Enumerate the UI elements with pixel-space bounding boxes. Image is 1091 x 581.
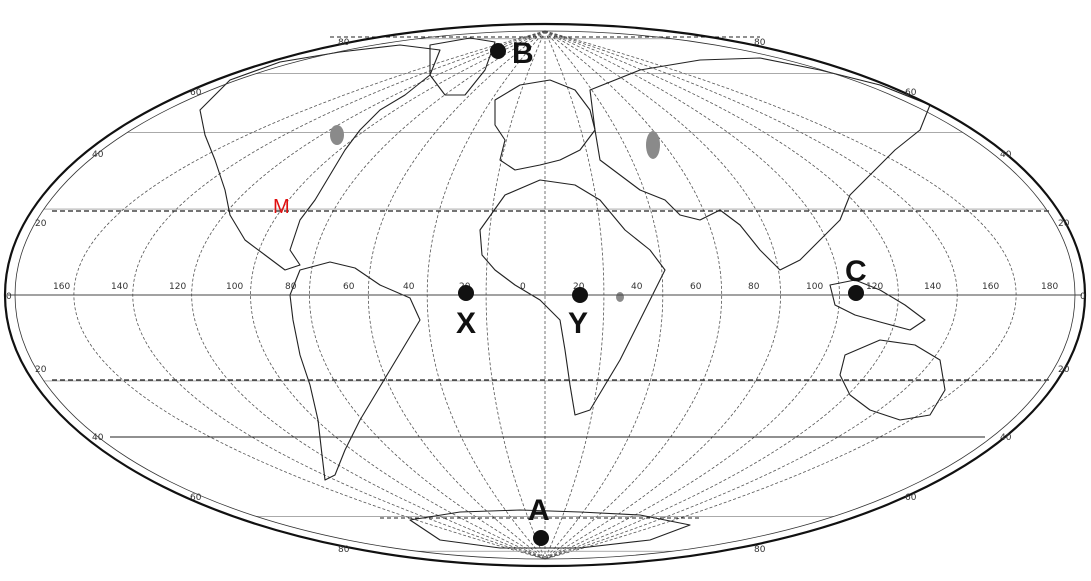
lat-label-eq-left: 0 — [6, 292, 12, 302]
meridian-line — [544, 30, 840, 560]
meridian-label: 80 — [285, 282, 297, 292]
lat-label-n60-left: 60 — [190, 88, 202, 98]
meridian-label: 100 — [806, 282, 823, 292]
point-y: Y — [568, 287, 588, 340]
longitude-labels: 1601401201008060402002040608010012014016… — [53, 282, 1058, 292]
marker-m-label: M — [273, 196, 290, 218]
meridian-label: 0 — [520, 282, 526, 292]
meridian-label: 60 — [343, 282, 355, 292]
north-america — [199, 44, 441, 271]
meridian-label: 100 — [226, 282, 243, 292]
point-b-dot — [490, 43, 506, 59]
latitude-labels: 80 80 60 60 40 40 20 20 0 0 20 20 40 40 … — [6, 38, 1086, 555]
landmasses — [199, 37, 946, 549]
point-a-label: A — [528, 494, 550, 527]
point-y-dot — [572, 287, 588, 303]
map-outline — [3, 22, 1087, 568]
lat-label-s60-right: 60 — [905, 493, 917, 503]
lat-label-s60-left: 60 — [190, 493, 202, 503]
meridian-label: 20 — [573, 282, 585, 292]
point-y-label: Y — [568, 307, 588, 340]
point-x-dot — [458, 285, 474, 301]
lat-label-s80-left: 80 — [338, 545, 350, 555]
point-a: A — [528, 494, 550, 546]
lat-label-s20-right: 20 — [1058, 365, 1070, 375]
meridian-label: 160 — [982, 282, 999, 292]
lat-label-n80-left: 80 — [338, 38, 350, 48]
point-c-dot — [848, 285, 864, 301]
lat-label-n20-left: 20 — [35, 219, 47, 229]
point-x-label: X — [456, 307, 476, 340]
lat-label-eq-right: 0 — [1080, 292, 1086, 302]
caspian-sea — [646, 131, 660, 159]
lat-label-s20-left: 20 — [35, 365, 47, 375]
meridian-label: 160 — [53, 282, 70, 292]
lat-label-s40-right: 40 — [1000, 433, 1012, 443]
point-x: X — [456, 285, 476, 340]
meridian-label: 40 — [403, 282, 415, 292]
lat-label-s80-right: 80 — [754, 545, 766, 555]
point-c: C — [845, 255, 867, 301]
greenland — [429, 37, 496, 96]
lake-victoria — [616, 292, 624, 302]
lat-label-n80-right: 80 — [754, 38, 766, 48]
south-america — [289, 261, 421, 481]
meridian-label: 140 — [924, 282, 941, 292]
lat-label-n40-right: 40 — [1000, 150, 1012, 160]
point-a-dot — [533, 530, 549, 546]
meridian-label: 120 — [169, 282, 186, 292]
point-b: B — [490, 37, 534, 70]
point-b-label: B — [512, 37, 534, 70]
meridian-label: 120 — [866, 282, 883, 292]
lat-label-n60-right: 60 — [905, 88, 917, 98]
africa — [479, 179, 666, 416]
lat-label-n20-right: 20 — [1058, 219, 1070, 229]
lat-label-n40-left: 40 — [92, 150, 104, 160]
meridian-label: 40 — [631, 282, 643, 292]
meridian-line — [250, 30, 546, 560]
meridian-label: 80 — [748, 282, 760, 292]
maritime-southeast-asia — [829, 279, 926, 331]
meridian-label: 140 — [111, 282, 128, 292]
point-c-label: C — [845, 255, 867, 288]
great-lakes — [330, 125, 344, 145]
lat-label-s40-left: 40 — [92, 433, 104, 443]
antarctica — [409, 509, 691, 549]
europe — [494, 79, 596, 171]
meridian-label: 60 — [690, 282, 702, 292]
meridian-label: 180 — [1041, 282, 1058, 292]
australia — [839, 339, 946, 421]
